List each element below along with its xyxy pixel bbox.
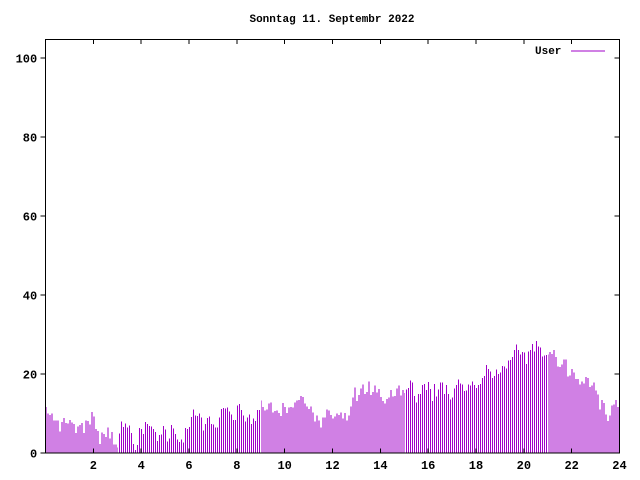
svg-text:20: 20	[517, 459, 531, 473]
svg-text:40: 40	[23, 290, 37, 304]
svg-text:16: 16	[421, 459, 435, 473]
svg-text:12: 12	[325, 459, 339, 473]
svg-text:60: 60	[23, 211, 37, 225]
svg-text:2: 2	[90, 459, 97, 473]
svg-text:User: User	[535, 46, 561, 58]
svg-text:6: 6	[185, 459, 192, 473]
svg-text:8: 8	[233, 459, 240, 473]
svg-text:14: 14	[373, 459, 387, 473]
svg-text:100: 100	[16, 53, 38, 67]
svg-text:4: 4	[138, 459, 145, 473]
svg-text:0: 0	[30, 448, 37, 462]
svg-text:80: 80	[23, 132, 37, 146]
svg-text:10: 10	[277, 459, 291, 473]
svg-text:22: 22	[564, 459, 578, 473]
svg-text:20: 20	[23, 369, 37, 383]
svg-text:18: 18	[469, 459, 483, 473]
svg-text:24: 24	[612, 459, 626, 473]
svg-text:Sonntag 11. Septembr 2022: Sonntag 11. Septembr 2022	[249, 14, 414, 26]
